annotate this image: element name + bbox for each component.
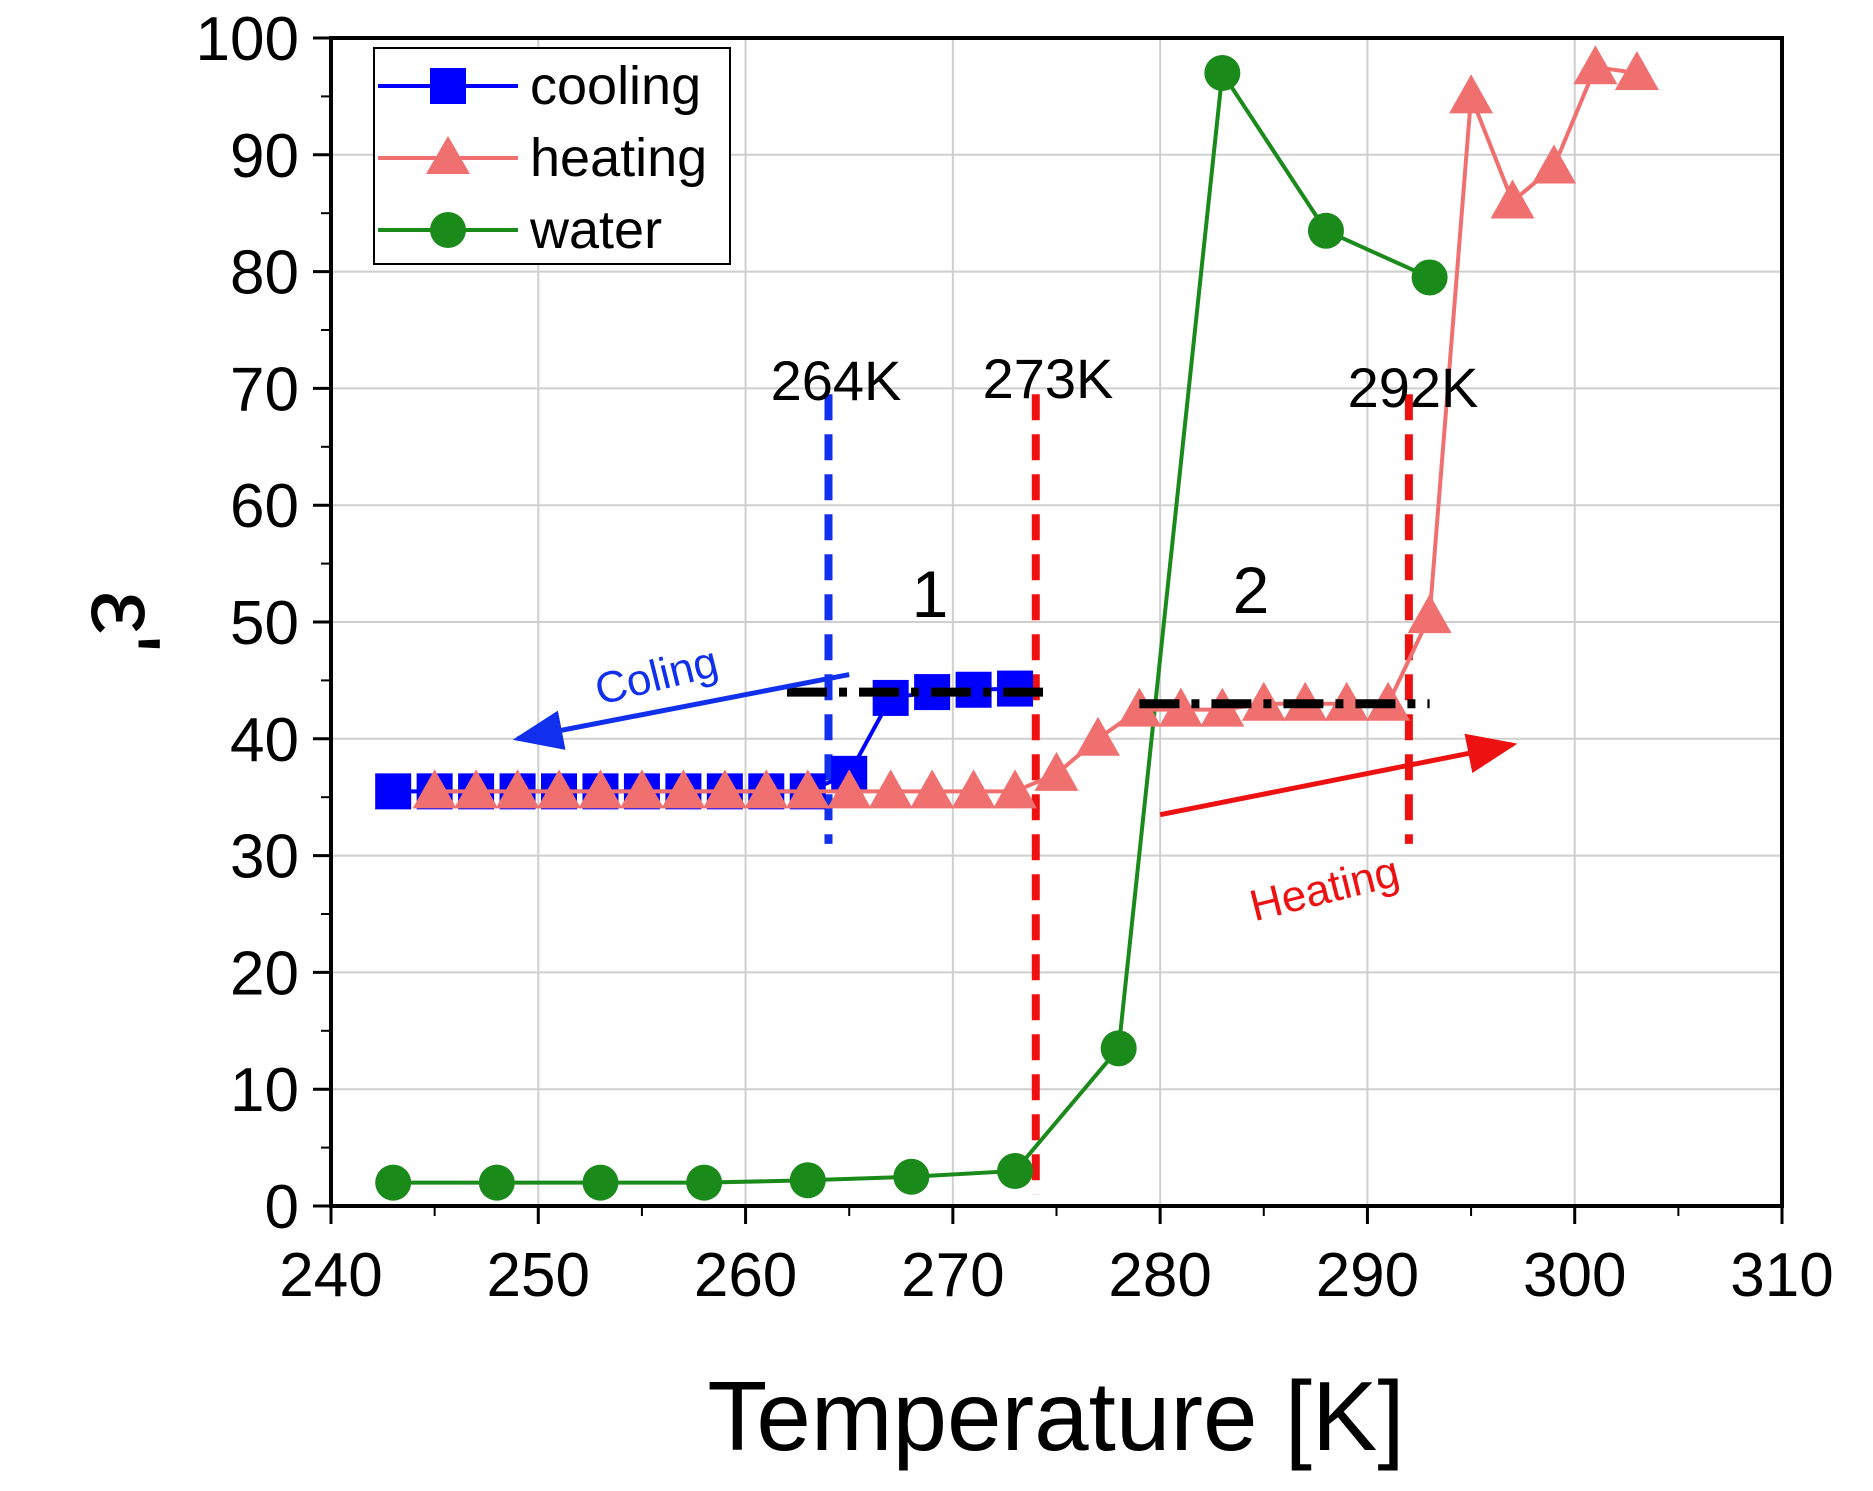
annotation-label-273k: 273K (983, 347, 1114, 410)
x-tick-label: 260 (694, 1241, 797, 1310)
legend-item-water: water (378, 200, 662, 260)
data-point-heating (412, 769, 457, 809)
data-point-water (997, 1152, 1034, 1189)
data-point-heating (537, 769, 582, 809)
y-tick-label: 40 (230, 706, 299, 775)
data-point-heating (785, 769, 830, 809)
y-tick-label: 80 (230, 239, 299, 308)
region-label-2: 2 (1233, 553, 1270, 627)
data-point-water (1411, 259, 1448, 296)
x-tick-label: 240 (279, 1241, 382, 1310)
data-point-water (789, 1162, 826, 1199)
annotation-label-292k: 292K (1348, 356, 1479, 419)
data-point-heating (1614, 51, 1659, 91)
y-tick-label: 60 (230, 472, 299, 541)
annotation-label-264k: 264K (771, 349, 902, 412)
data-point-water (1307, 212, 1344, 249)
data-point-water (1204, 55, 1241, 92)
data-point-heating (827, 769, 872, 809)
data-point-heating (1490, 179, 1535, 219)
y-tick-label: 0 (265, 1173, 299, 1242)
y-axis-title: ε' (71, 591, 181, 653)
data-point-heating (661, 769, 706, 809)
data-point-cooling (375, 773, 412, 810)
x-tick-label: 270 (901, 1241, 1004, 1310)
grid (331, 38, 1782, 1206)
y-tick-label: 100 (196, 5, 299, 74)
y-tick-label: 10 (230, 1056, 299, 1125)
data-point-heating (619, 769, 664, 809)
arrow-layer (512, 672, 1518, 818)
y-tick-label: 50 (230, 589, 299, 658)
data-point-cooling (872, 679, 909, 716)
legend-label-water: water (529, 200, 662, 260)
data-point-heating (1158, 687, 1203, 727)
y-tick-label: 90 (230, 122, 299, 191)
data-point-heating (1531, 144, 1576, 184)
x-tick-label: 280 (1108, 1241, 1211, 1310)
data-point-water (582, 1164, 619, 1201)
legend-label-cooling: cooling (530, 56, 701, 116)
data-point-heating (910, 769, 955, 809)
data-point-heating (951, 769, 996, 809)
y-tick-label: 20 (230, 939, 299, 1008)
data-point-water (893, 1158, 930, 1195)
legend-item-heating: heating (378, 128, 707, 188)
data-point-water (478, 1164, 515, 1201)
legend-marker-heating (426, 136, 470, 174)
legend-marker-water (430, 212, 466, 248)
annotation-lines (824, 394, 1413, 1195)
data-point-heating (1324, 681, 1369, 721)
x-tick-label: 300 (1523, 1241, 1626, 1310)
arrow-label-heating: Heating (1245, 847, 1404, 931)
data-point-heating (702, 769, 747, 809)
data-point-heating (454, 769, 499, 809)
tick-labels: 240 250 260 270 280 290 300 3100102030405060708… (196, 5, 1834, 1310)
y-tick-label: 30 (230, 823, 299, 892)
data-point-heating (993, 769, 1038, 809)
x-tick-label: 250 (487, 1241, 590, 1310)
legend-item-cooling: cooling (378, 56, 701, 116)
data-point-heating (744, 769, 789, 809)
annotation-arrow-heating (1159, 733, 1518, 818)
data-point-heating (1075, 716, 1120, 756)
x-tick-label: 290 (1316, 1241, 1419, 1310)
annotation-arrow-coling (512, 672, 850, 750)
region-label-1: 1 (912, 557, 949, 631)
plateau-layer (787, 687, 1430, 709)
data-point-heating (1573, 45, 1618, 85)
series-layer (375, 45, 1659, 1201)
data-point-heating (578, 769, 623, 809)
data-point-water (1100, 1030, 1137, 1067)
data-point-water (375, 1164, 412, 1201)
data-point-heating (495, 769, 540, 809)
legend-marker-cooling (430, 68, 466, 104)
y-tick-label: 70 (230, 355, 299, 424)
data-point-heating (868, 769, 913, 809)
x-tick-label: 310 (1730, 1241, 1833, 1310)
legend: cooling heating water (373, 47, 731, 265)
data-point-heating (1034, 751, 1079, 791)
data-point-water (686, 1164, 723, 1201)
data-point-heating (1449, 74, 1494, 114)
legend-label-heating: heating (530, 128, 707, 188)
ticks (313, 36, 1784, 1224)
annotation-text: 264K 273K 292K 1 2 Coling Heating (590, 347, 1478, 931)
data-point-heating (1407, 594, 1452, 634)
x-axis-title: Temperature [K] (707, 1361, 1404, 1471)
